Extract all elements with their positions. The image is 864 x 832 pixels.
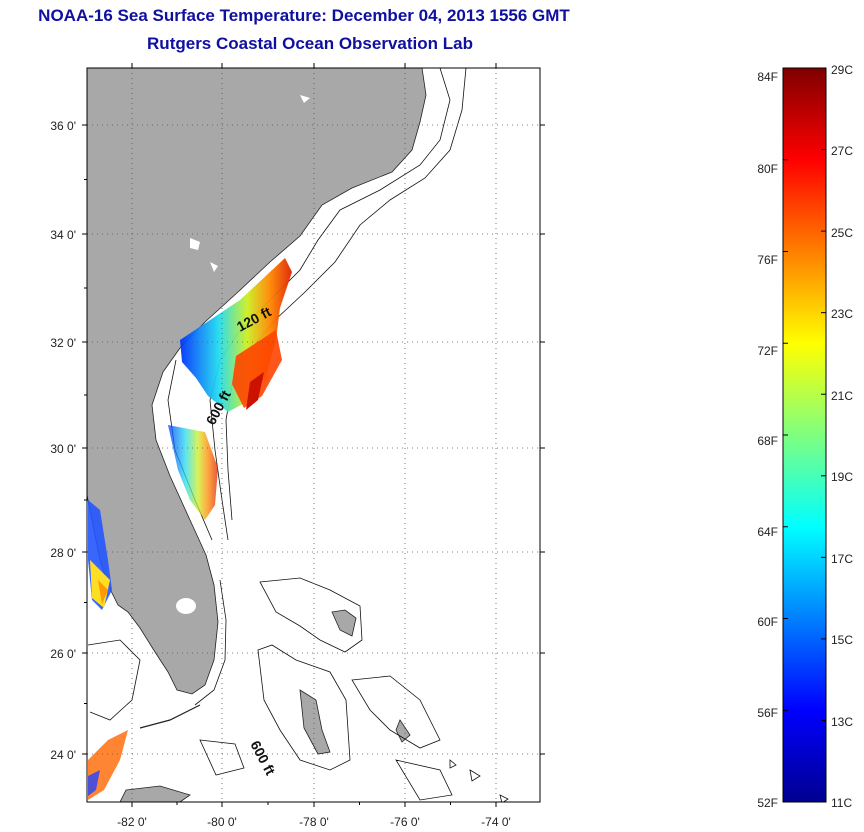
map-subtitle: Rutgers Coastal Ocean Observation Lab <box>147 34 473 53</box>
lon-tick-label: -74 0' <box>481 815 511 829</box>
map-grid <box>87 68 540 802</box>
lat-tick-label: 24 0' <box>50 748 76 762</box>
lat-tick-label: 32 0' <box>50 336 76 350</box>
bahamas-island <box>119 785 191 802</box>
colorbar-ticks <box>783 67 826 803</box>
colorbar-celsius-labels: 29C 27C 25C 23C 21C 19C 17C 15C 13C 11C <box>831 63 853 810</box>
colorbar-c-label: 11C <box>831 796 852 810</box>
bahamas-island <box>331 609 357 637</box>
colorbar-c-label: 15C <box>831 633 853 647</box>
lat-tick-label: 34 0' <box>50 228 76 242</box>
colorbar-c-label: 27C <box>831 144 853 158</box>
lat-tick-label: 26 0' <box>50 647 76 661</box>
lon-tick-label: -78 0' <box>299 815 329 829</box>
colorbar-f-label: 80F <box>757 162 778 176</box>
colorbar-f-label: 68F <box>757 434 778 448</box>
lake-okeechobee <box>176 598 196 614</box>
colorbar-c-label: 25C <box>831 226 853 240</box>
lat-tick-label: 30 0' <box>50 442 76 456</box>
colorbar-f-label: 72F <box>757 344 778 358</box>
lon-tick-label: -80 0' <box>207 815 237 829</box>
colorbar-f-label: 56F <box>757 706 778 720</box>
colorbar-c-label: 13C <box>831 715 853 729</box>
florida-keys <box>139 704 201 729</box>
colorbar <box>782 67 827 803</box>
bahamas-island <box>395 719 411 743</box>
bahamas-island <box>299 689 331 755</box>
colorbar-f-label: 60F <box>757 615 778 629</box>
axis-ticks <box>82 63 545 807</box>
colorbar-f-label: 76F <box>757 253 778 267</box>
longitude-axis: -82 0' -80 0' -78 0' -76 0' -74 0' <box>117 815 511 829</box>
map-title: NOAA-16 Sea Surface Temperature: Decembe… <box>38 6 570 25</box>
colorbar-f-label: 52F <box>757 796 778 810</box>
lon-tick-label: -82 0' <box>117 815 147 829</box>
colorbar-c-label: 17C <box>831 552 853 566</box>
lat-tick-label: 28 0' <box>50 546 76 560</box>
colorbar-c-label: 29C <box>831 63 853 77</box>
colorbar-f-label: 84F <box>757 70 778 84</box>
colorbar-c-label: 21C <box>831 389 853 403</box>
colorbar-f-label: 64F <box>757 525 778 539</box>
sst-swath <box>88 258 292 800</box>
lat-tick-label: 36 0' <box>50 119 76 133</box>
colorbar-fahrenheit-labels: 84F 80F 76F 72F 68F 64F 60F 56F 52F <box>757 70 778 810</box>
colorbar-c-label: 19C <box>831 470 853 484</box>
bathymetry-contours <box>87 68 509 802</box>
latitude-axis: 36 0' 34 0' 32 0' 30 0' 28 0' 26 0' 24 0… <box>50 119 76 762</box>
mainland-landmass <box>87 68 427 695</box>
lon-tick-label: -76 0' <box>390 815 420 829</box>
colorbar-c-label: 23C <box>831 307 853 321</box>
